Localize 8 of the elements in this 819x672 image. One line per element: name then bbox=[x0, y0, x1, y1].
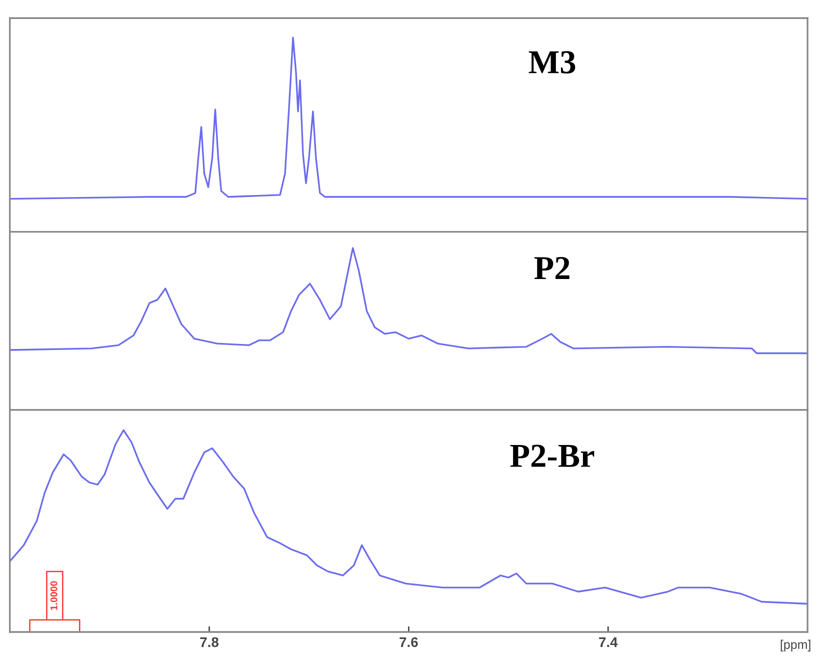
x-tick-label: 7.6 bbox=[400, 637, 418, 648]
text: M3 bbox=[528, 51, 576, 74]
annotation: 1.0000 bbox=[50, 581, 58, 610]
series-label: P2 bbox=[534, 256, 570, 280]
x-axis-title: [ppm] bbox=[780, 640, 810, 652]
x-tick-label: 7.4 bbox=[599, 637, 618, 647]
text: P2-Br bbox=[510, 444, 594, 467]
x-tick-label: 7.8 bbox=[200, 637, 218, 648]
